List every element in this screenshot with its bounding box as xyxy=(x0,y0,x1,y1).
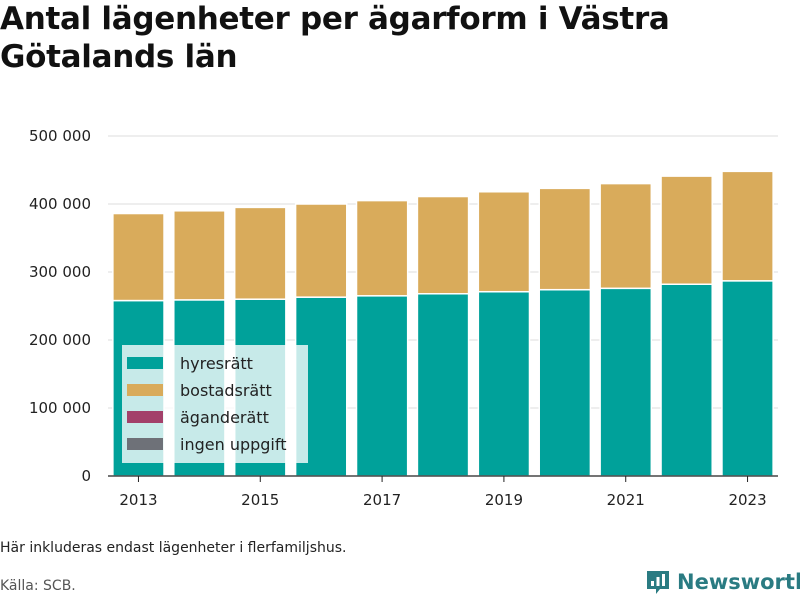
bar-bostadsrätt xyxy=(355,199,409,297)
bar-bostadsrätt xyxy=(599,182,653,290)
legend-label: bostadsrätt xyxy=(180,381,272,400)
bar-hyresrätt xyxy=(355,295,409,477)
legend-swatch-bostadsrätt xyxy=(127,384,163,396)
newsworthy-logo-icon xyxy=(647,571,669,594)
x-tick-label: 2021 xyxy=(607,491,645,509)
y-tick-label: 400 000 xyxy=(29,195,91,213)
legend-label: ingen uppgift xyxy=(180,435,287,454)
chart-area: 0 100 000 200 000 300 000 400 000 500 000 2013… xyxy=(29,127,778,509)
x-tick-label: 2023 xyxy=(728,491,766,509)
x-tick-label: 2013 xyxy=(119,491,157,509)
legend-label: äganderätt xyxy=(180,408,269,427)
bar-bostadsrätt xyxy=(660,175,713,285)
y-tick-label: 0 xyxy=(81,467,91,485)
x-tick-label: 2017 xyxy=(363,491,401,509)
chart-title: Antal lägenheter per ägarform i Västra G… xyxy=(0,1,670,75)
legend-swatch-hyresrätt xyxy=(127,357,163,369)
bar-bostadsrätt xyxy=(112,212,165,302)
bar-hyresrätt xyxy=(660,283,713,477)
legend-label: hyresrätt xyxy=(180,354,253,373)
bar-bostadsrätt xyxy=(538,187,592,291)
newsworthy-logo-text: Newsworthy xyxy=(677,570,800,594)
legend-swatch-ingen-uppgift xyxy=(127,438,163,450)
bar-bostadsrätt xyxy=(477,191,531,293)
x-tick-label: 2015 xyxy=(241,491,279,509)
bar-bostadsrätt xyxy=(721,170,774,282)
bar-hyresrätt xyxy=(477,290,531,477)
bar-bostadsrätt xyxy=(173,210,226,301)
newsworthy-logo[interactable]: Newsworthy xyxy=(645,569,800,595)
chart-source: Källa: SCB. xyxy=(0,578,76,594)
y-tick-label: 500 000 xyxy=(29,127,91,145)
chart-note: Här inkluderas endast lägenheter i flerf… xyxy=(0,540,347,556)
y-tick-label: 300 000 xyxy=(29,263,91,281)
bar-hyresrätt xyxy=(416,293,470,477)
y-tick-label: 100 000 xyxy=(29,399,91,417)
bar-hyresrätt xyxy=(538,288,592,477)
legend-swatch-äganderätt xyxy=(127,411,163,423)
bar-hyresrätt xyxy=(599,287,653,477)
y-tick-label: 200 000 xyxy=(29,331,91,349)
bar-bostadsrätt xyxy=(416,195,470,295)
bar-bostadsrätt xyxy=(233,206,287,300)
x-tick-label: 2019 xyxy=(485,491,523,509)
bar-bostadsrätt xyxy=(294,203,348,298)
bar-hyresrätt xyxy=(721,280,774,477)
